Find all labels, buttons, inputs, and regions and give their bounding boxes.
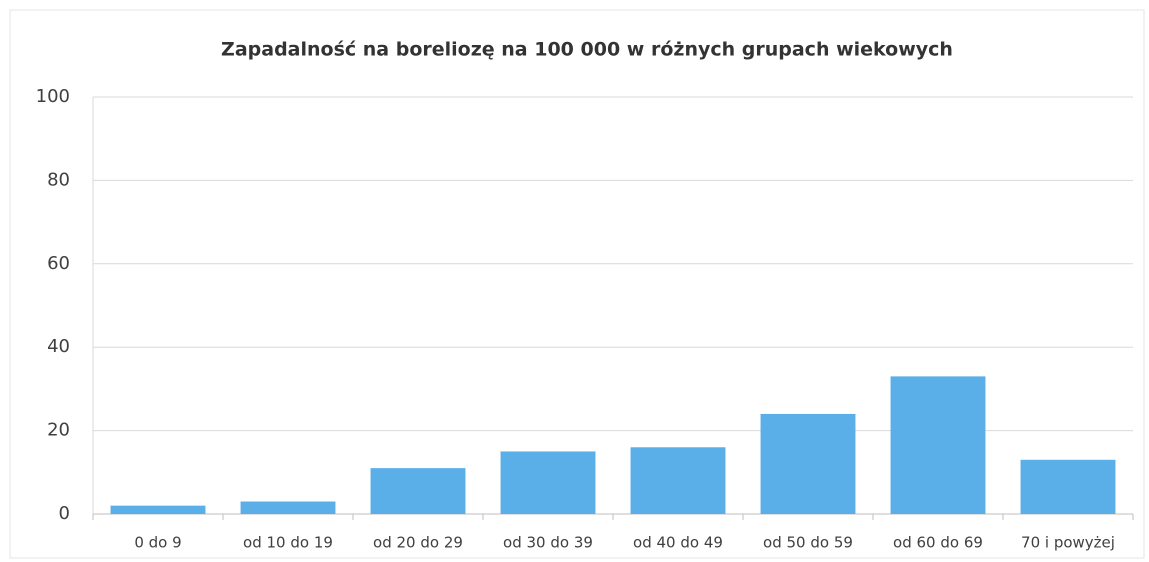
x-tick-label: od 20 do 29 — [373, 534, 463, 552]
bar — [630, 447, 726, 514]
bar — [240, 501, 336, 514]
x-tick-label: od 50 do 59 — [763, 534, 853, 552]
x-tick-label: od 10 do 19 — [243, 534, 333, 552]
bar — [1020, 459, 1116, 514]
y-tick-label: 40 — [47, 336, 70, 357]
y-tick-label: 100 — [36, 86, 70, 107]
chart-frame — [9, 9, 1145, 559]
x-tick-label: od 60 do 69 — [893, 534, 983, 552]
bar — [110, 505, 206, 514]
bar — [500, 451, 596, 514]
x-tick-label: od 30 do 39 — [503, 534, 593, 552]
bar — [760, 413, 856, 514]
x-tick-label: od 40 do 49 — [633, 534, 723, 552]
y-tick-label: 60 — [47, 253, 70, 274]
chart-title: Zapadalność na boreliozę na 100 000 w ró… — [221, 39, 953, 61]
y-tick-label: 80 — [47, 169, 70, 190]
bar — [370, 468, 466, 514]
y-tick-label: 0 — [59, 503, 70, 524]
x-tick-label: 0 do 9 — [134, 534, 181, 552]
bar — [890, 376, 986, 514]
x-tick-label: 70 i powyżej — [1021, 534, 1115, 552]
y-tick-label: 20 — [47, 420, 70, 441]
